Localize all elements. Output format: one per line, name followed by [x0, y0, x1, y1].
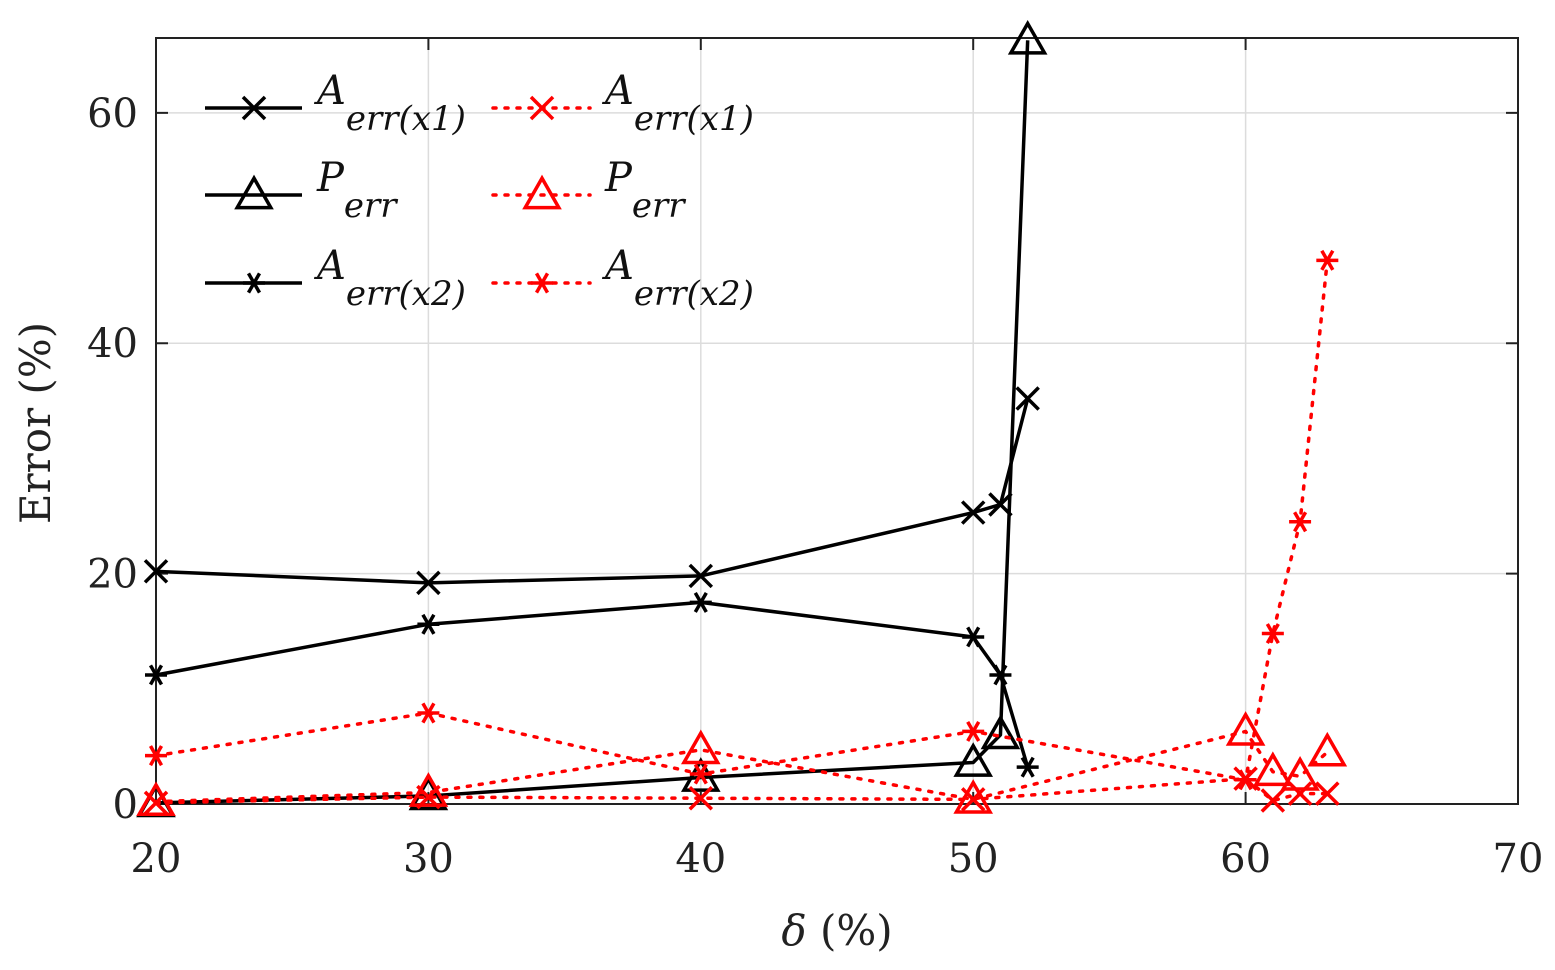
marker-triangle	[1007, 19, 1048, 55]
legend-label: Perr	[604, 155, 686, 226]
marker-triangle	[980, 714, 1021, 750]
marker-x	[1315, 781, 1340, 806]
legend-entry: Aerr(x2)	[491, 243, 754, 314]
x-tick-label: 30	[403, 836, 454, 882]
marker-x	[1260, 788, 1286, 813]
marker-x	[688, 786, 714, 811]
marker-triangle	[953, 779, 994, 814]
marker-triangle	[1253, 751, 1293, 787]
marker-asterisk	[145, 745, 167, 767]
x-tick-label: 60	[1220, 836, 1271, 882]
marker-x	[143, 559, 169, 584]
marker-asterisk	[689, 763, 712, 785]
marker-asterisk	[962, 626, 985, 648]
legend-entry: Aerr(x1)	[491, 68, 754, 139]
x-axis-label-unit: (%)	[807, 906, 893, 955]
legend-entry: Perr	[491, 155, 686, 226]
series-line	[155, 600, 1030, 768]
marker-asterisk	[145, 664, 167, 686]
marker-triangle	[136, 781, 176, 817]
marker-triangle	[234, 174, 274, 210]
legend-label: Aerr(x1)	[601, 68, 754, 139]
marker-triangle	[1225, 711, 1266, 746]
legend-label: Aerr(x2)	[313, 243, 466, 314]
marker-asterisk	[1289, 511, 1312, 533]
marker-asterisk	[243, 272, 265, 294]
marker-triangle	[953, 742, 994, 777]
series-red-a-errx2	[145, 249, 1339, 791]
legend-label: Perr	[316, 155, 398, 226]
marker-triangle	[680, 729, 721, 765]
data-series	[136, 19, 1348, 818]
marker-triangle	[408, 772, 449, 807]
marker-triangle	[1280, 756, 1320, 791]
plot-frame	[155, 37, 1519, 805]
marker-x	[416, 570, 441, 596]
y-tick-label: 40	[87, 321, 138, 367]
x-tick-label: 20	[131, 836, 182, 882]
marker-asterisk	[417, 613, 440, 635]
tick-labels: 20 30 40 50 60 70 0 20 40 60	[87, 91, 1543, 882]
marker-asterisk	[1261, 623, 1284, 644]
marker-asterisk	[962, 720, 985, 742]
legend: Aerr(x1) Perr Aerr(x2) Aerr(x1) Perr Aerr(x2)	[205, 68, 754, 314]
marker-asterisk	[1234, 769, 1257, 791]
y-tick-label: 60	[87, 91, 138, 137]
marker-asterisk	[989, 664, 1012, 686]
legend-label: Aerr(x2)	[601, 243, 754, 314]
marker-x	[960, 500, 986, 525]
marker-asterisk	[1016, 756, 1039, 778]
marker-asterisk	[531, 272, 553, 294]
marker-asterisk	[689, 591, 712, 613]
marker-x	[1015, 386, 1040, 411]
legend-entry: Perr	[205, 155, 398, 226]
x-tick-label: 50	[948, 836, 999, 882]
series-red-p-err	[136, 711, 1348, 817]
y-tick-label: 0	[113, 782, 138, 828]
series-line	[155, 398, 1030, 585]
marker-asterisk	[417, 702, 440, 724]
x-tick-label: 40	[675, 836, 726, 882]
legend-entry: Aerr(x2)	[205, 243, 466, 314]
series-line	[154, 729, 1330, 804]
legend-label: Aerr(x1)	[313, 68, 466, 139]
marker-asterisk	[1316, 249, 1339, 271]
y-axis-label: Error (%)	[11, 322, 60, 524]
marker-x	[688, 563, 714, 589]
marker-triangle	[1307, 731, 1348, 767]
y-tick-label: 20	[87, 552, 138, 598]
marker-x	[241, 95, 267, 121]
marker-x	[1287, 781, 1313, 806]
x-axis-label: δ (%)	[781, 906, 892, 955]
marker-x	[529, 95, 555, 121]
series-black-a-errx2	[145, 591, 1039, 778]
legend-entry: Aerr(x1)	[205, 68, 466, 139]
marker-triangle	[522, 174, 562, 210]
x-axis-label-symbol: δ	[781, 906, 806, 955]
x-tick-label: 70	[1493, 836, 1544, 882]
